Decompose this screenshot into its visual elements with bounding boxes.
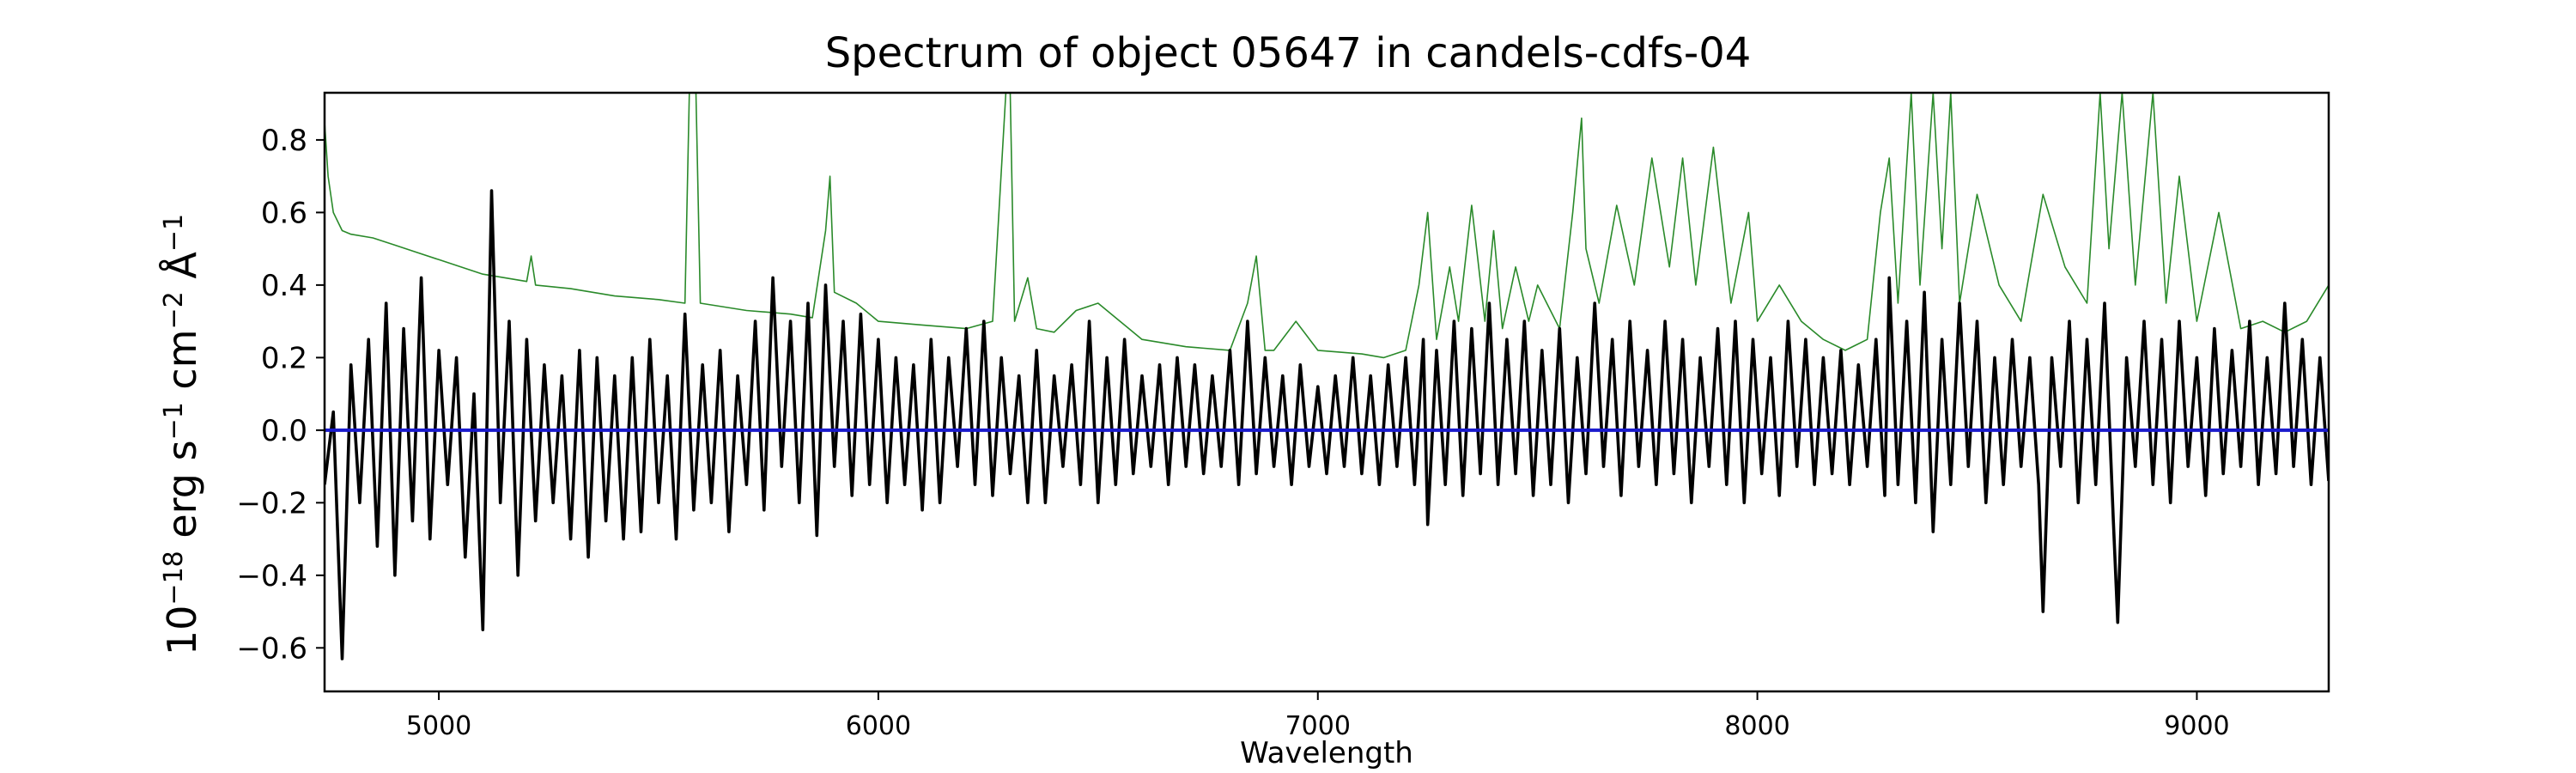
x-tick-label: 8000 [1724, 711, 1789, 741]
y-tick-label: 0.8 [261, 124, 307, 158]
x-tick-label: 5000 [406, 711, 471, 741]
y-tick-label: −0.6 [236, 631, 307, 666]
plot-frame [323, 91, 2330, 693]
y-tick-label: −0.2 [236, 486, 307, 520]
y-tick-label: 0.6 [261, 196, 307, 230]
series-line-error [325, 93, 2329, 359]
x-axis-label: Wavelength [1240, 736, 1413, 770]
y-tick-label: 0.4 [261, 269, 307, 303]
x-tick-label: 9000 [2164, 711, 2229, 741]
y-tick-label: −0.4 [236, 559, 307, 593]
chart-title: Spectrum of object 05647 in candels-cdfs… [824, 29, 1752, 77]
y-tick-label: 0.2 [261, 341, 307, 375]
x-tick-label: 7000 [1285, 711, 1351, 741]
x-tick-label: 6000 [846, 711, 911, 741]
y-axis-label: 10−18 erg s−1 cm−2 Å−1 [158, 213, 206, 656]
y-tick-label: 0.0 [261, 414, 307, 448]
series-line-flux [325, 189, 2329, 660]
